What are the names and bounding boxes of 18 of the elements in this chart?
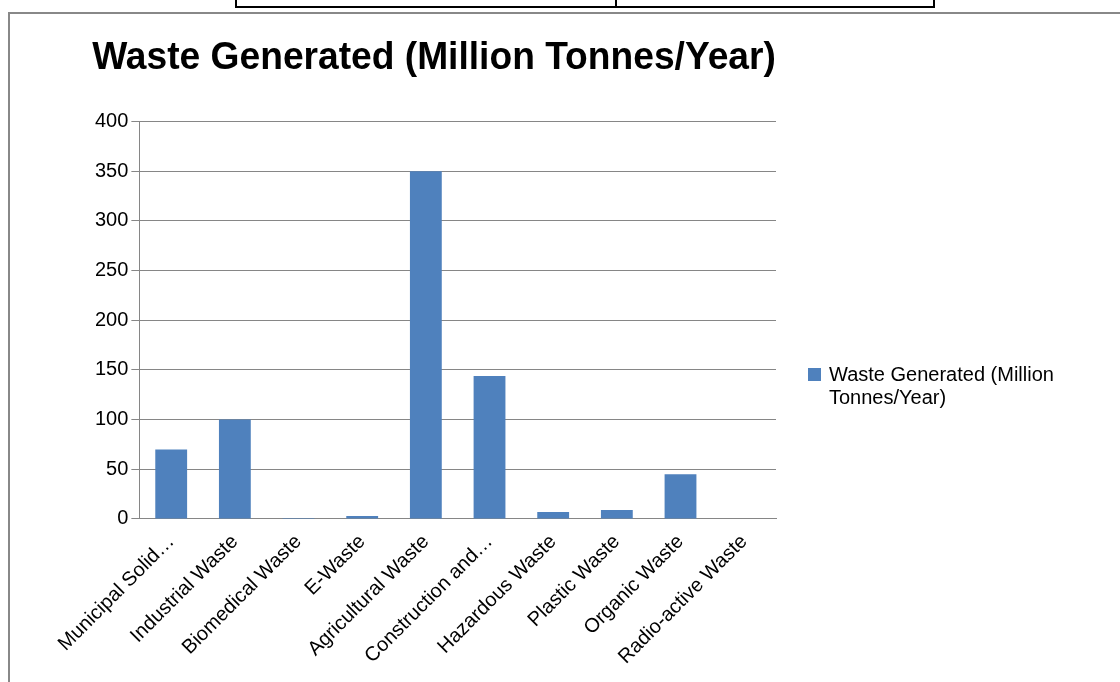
bar	[155, 449, 188, 519]
y-tick-label: 300	[94, 208, 129, 231]
chart-title: Waste Generated (Million Tonnes/Year)	[92, 34, 776, 78]
y-tick-label: 100	[94, 407, 129, 430]
bar	[537, 511, 570, 519]
y-tick-label: 200	[94, 307, 129, 330]
bar	[218, 419, 251, 519]
y-tick-label: 400	[94, 109, 129, 132]
y-tick-label: 150	[94, 357, 129, 380]
y-tick-label: 350	[94, 158, 129, 181]
bar	[664, 474, 697, 519]
legend-label: Waste Generated (Million Tonnes/Year)	[829, 363, 1055, 409]
bar	[409, 171, 442, 519]
y-tick-label: 250	[94, 258, 129, 281]
bar	[600, 510, 633, 519]
y-tick-label: 0	[117, 506, 129, 529]
y-tick-label: 50	[106, 456, 129, 479]
bar	[473, 375, 506, 519]
